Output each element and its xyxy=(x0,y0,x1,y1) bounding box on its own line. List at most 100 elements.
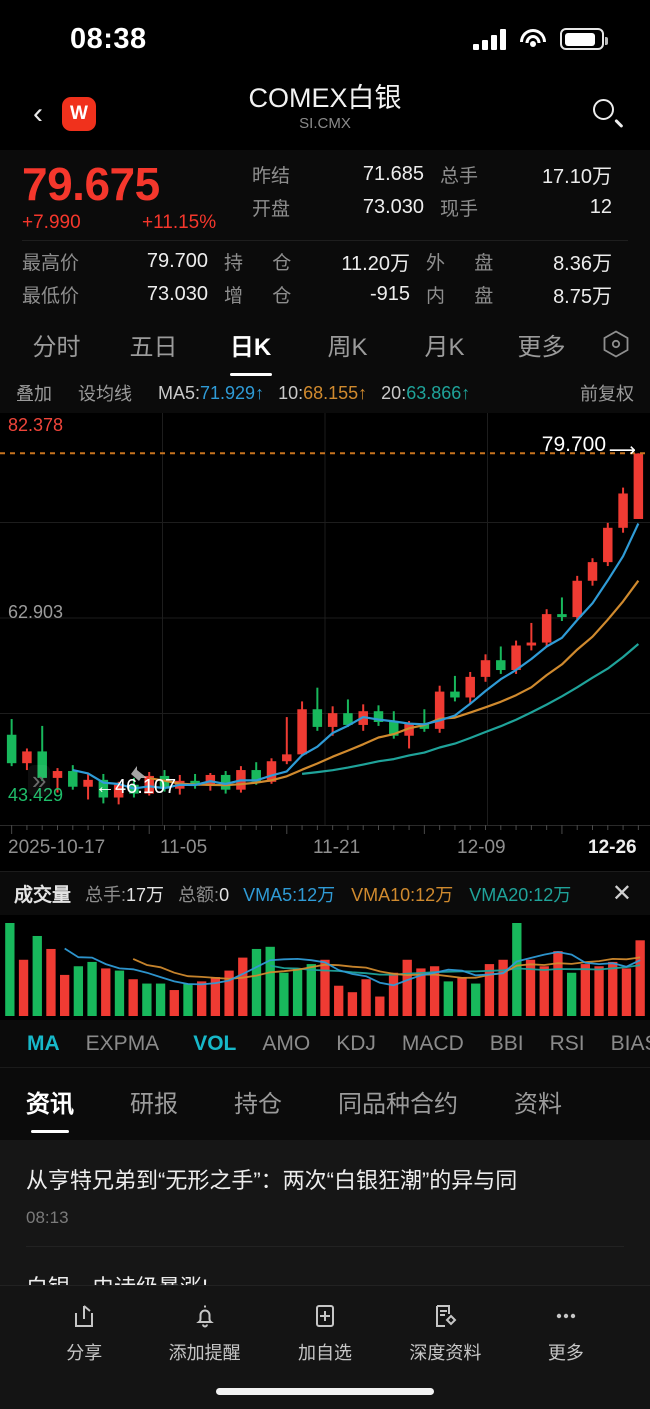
indicator-vol[interactable]: VOL xyxy=(193,1031,237,1055)
page-title: COMEX白银 xyxy=(248,83,402,113)
indicator-macd[interactable]: MACD xyxy=(401,1031,464,1055)
stat-label: 现手 xyxy=(440,199,479,220)
tab-weekly-k[interactable]: 周K xyxy=(327,333,368,361)
indicator-amo[interactable]: AMO xyxy=(262,1031,311,1055)
indicator-rsi[interactable]: RSI xyxy=(549,1031,585,1055)
indicator-bias[interactable]: BIAS xyxy=(610,1031,650,1055)
news-tabs: 资讯 研报 持仓 同品种合约 资料 xyxy=(0,1068,650,1134)
search-icon[interactable] xyxy=(592,98,624,130)
price-block: 79.675 +7.990 +11.15% xyxy=(22,158,252,234)
stat-label: 内 盘 xyxy=(426,286,506,307)
vma5-value: VMA5:12万 xyxy=(243,884,336,905)
last-price-marker: 79.700 xyxy=(541,433,606,456)
nav-bar: ‹ W COMEX白银 SI.CMX xyxy=(0,78,650,150)
status-bar: 08:38 xyxy=(0,0,650,78)
stat-label: 最高价 xyxy=(22,253,80,274)
ma20-value: 20:63.866↑ xyxy=(381,382,471,403)
stat-label: 总手 xyxy=(440,166,479,187)
stat-label: 外 盘 xyxy=(426,253,506,274)
last-price: 79.675 xyxy=(22,158,160,210)
chart-x-axis: 2025-10-17 11-05 11-21 12-09 12-26 xyxy=(0,825,650,871)
nav-title-block: COMEX白银 SI.CMX xyxy=(0,82,650,132)
indicator-tabs: MA EXPMA VOL AMO KDJ MACD BBI RSI BIAS W… xyxy=(0,1020,650,1068)
tab-contracts[interactable]: 同品种合约 xyxy=(338,1090,458,1118)
tab-news[interactable]: 资讯 xyxy=(26,1084,74,1119)
stat-label: 增 仓 xyxy=(224,286,304,307)
news-title: 从亨特兄弟到“无形之手”：两次“白银狂潮”的异与同 xyxy=(26,1168,518,1193)
hex-settings-icon[interactable] xyxy=(590,330,642,358)
more-button[interactable]: 更多 xyxy=(506,1301,626,1365)
x-label-3: 12-09 xyxy=(457,837,506,858)
wifi-icon xyxy=(520,29,546,49)
volume-total-hand: 总手:17万 xyxy=(85,884,165,905)
axis-mid-label: 62.903 xyxy=(8,602,64,622)
status-icons xyxy=(473,28,608,50)
ma-indicator-row: 叠加 设均线 MA5:71.929↑ 10:68.155↑ 20:63.866↑… xyxy=(0,373,650,413)
stat-value: 12 xyxy=(589,196,612,218)
home-indicator xyxy=(216,1388,434,1395)
tab-daily-k[interactable]: 日K xyxy=(202,327,299,362)
stat-value: 73.030 xyxy=(362,196,424,218)
chevron-left-icon[interactable]: ‹ xyxy=(33,97,43,130)
price-change: +7.990 xyxy=(22,212,81,233)
quote-panel: 79.675 +7.990 +11.15% 昨结 71.685 总手 17.10… xyxy=(0,150,650,315)
tab-monthly-k[interactable]: 月K xyxy=(424,333,465,361)
candlestick-chart[interactable]: 82.378 62.903 43.429 79.700 ⟶ » xyxy=(0,413,650,825)
share-label: 分享 xyxy=(66,1343,103,1363)
stat-value: 71.685 xyxy=(362,163,424,185)
tab-positions[interactable]: 持仓 xyxy=(234,1090,282,1118)
add-watchlist-button[interactable]: 加自选 xyxy=(265,1301,385,1365)
adjust-mode-button[interactable]: 前复权 xyxy=(580,384,634,404)
divider xyxy=(22,240,628,241)
deep-data-button[interactable]: 深度资料 xyxy=(385,1301,505,1365)
add-watchlist-label: 加自选 xyxy=(298,1343,353,1363)
list-item[interactable]: 从亨特兄弟到“无形之手”：两次“白银狂潮”的异与同 08:13 xyxy=(26,1140,624,1247)
indicator-ma[interactable]: MA xyxy=(27,1031,60,1055)
stat-value: 8.36万 xyxy=(553,253,612,275)
tab-more[interactable]: 更多 xyxy=(517,333,566,361)
expand-chevrons-icon[interactable]: » xyxy=(28,765,51,796)
bottom-toolbar: 分享 添加提醒 加自选 深度资料 xyxy=(0,1285,650,1409)
stat-value: 8.75万 xyxy=(553,286,612,308)
ellipsis-icon xyxy=(552,1301,580,1331)
axis-ticks xyxy=(0,825,650,834)
news-time: 08:13 xyxy=(26,1208,69,1227)
app-badge[interactable]: W xyxy=(62,97,96,131)
cellular-signal-icon xyxy=(473,28,506,50)
vma10-value: VMA10:12万 xyxy=(351,884,454,905)
tab-wuri[interactable]: 五日 xyxy=(129,333,178,361)
stat-label: 最低价 xyxy=(22,286,80,307)
x-label-1: 11-05 xyxy=(160,837,208,858)
ma10-value: 10:68.155↑ xyxy=(278,382,368,403)
quote-stat-row: 昨结 71.685 总手 17.10万 xyxy=(252,158,628,191)
overlay-button[interactable]: 叠加 xyxy=(16,384,52,404)
document-data-icon xyxy=(431,1301,459,1331)
close-icon[interactable]: ✕ xyxy=(611,880,632,907)
indicator-bbi[interactable]: BBI xyxy=(489,1031,524,1055)
tab-fenshi[interactable]: 分时 xyxy=(32,333,81,361)
stat-value: 17.10万 xyxy=(541,166,612,188)
last-price-arrow: ⟶ xyxy=(608,440,636,461)
price-change-pct: +11.15% xyxy=(142,212,217,233)
add-alert-button[interactable]: 添加提醒 xyxy=(144,1301,264,1365)
tab-profile[interactable]: 资料 xyxy=(514,1090,562,1118)
quote-stats-grid: 最高价 79.700 最低价 73.030 持 仓 11.20万 增 仓 -91… xyxy=(22,245,628,311)
volume-total-amount: 总额:0 xyxy=(178,884,230,905)
quote-stats-top: 昨结 71.685 总手 17.10万 开盘 73.030 现手 12 xyxy=(252,158,628,224)
quote-stat-row: 开盘 73.030 现手 12 xyxy=(252,191,628,224)
x-label-2: 11-21 xyxy=(313,837,361,858)
share-button[interactable]: 分享 xyxy=(24,1301,144,1365)
set-ma-button[interactable]: 设均线 xyxy=(78,384,132,404)
indicator-kdj[interactable]: KDJ xyxy=(336,1031,376,1055)
deep-data-label: 深度资料 xyxy=(409,1343,482,1363)
stat-label: 开盘 xyxy=(252,199,291,220)
volume-chart[interactable] xyxy=(0,915,650,1020)
battery-icon xyxy=(560,28,608,50)
tab-research[interactable]: 研报 xyxy=(130,1090,178,1118)
cursor-annotation: ←46.107 xyxy=(95,776,177,798)
bell-icon xyxy=(191,1301,219,1331)
plus-box-icon xyxy=(311,1301,339,1331)
stat-label: 持 仓 xyxy=(224,253,304,274)
indicator-expma[interactable]: EXPMA xyxy=(85,1031,160,1055)
